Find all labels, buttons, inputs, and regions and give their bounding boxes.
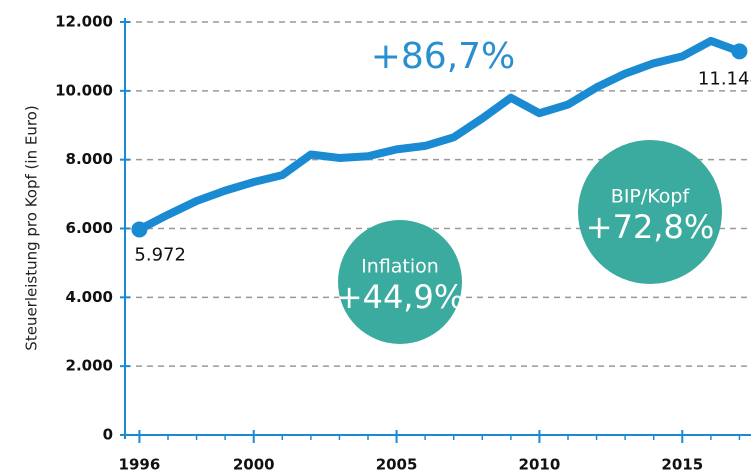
annotation-total: +86,7% xyxy=(371,36,516,77)
y-axis-label: Steuerleistung pro Kopf (in Euro) xyxy=(23,105,41,350)
end-point xyxy=(731,43,748,60)
end-point xyxy=(131,221,148,238)
annotation-bubble xyxy=(578,140,722,284)
annotation-label: Inflation xyxy=(361,256,439,278)
annotation-value: +72,8% xyxy=(586,208,714,246)
data-line xyxy=(135,36,744,234)
annotation-label: BIP/Kopf xyxy=(611,186,691,208)
y-tick-label: 0 xyxy=(103,426,113,444)
annotation-value: +44,9% xyxy=(336,278,464,316)
annotation-bubble xyxy=(338,220,462,344)
y-tick-label: 8.000 xyxy=(66,150,113,168)
data-label: 11.148 xyxy=(698,68,751,89)
data-label: 5.972 xyxy=(134,244,186,265)
x-tick-label: 2000 xyxy=(233,456,275,474)
x-tick-label: 2015 xyxy=(661,456,703,474)
y-tick-label: 4.000 xyxy=(66,288,113,306)
x-tick-label: 2010 xyxy=(519,456,561,474)
y-tick-label: 10.000 xyxy=(55,81,113,99)
y-tick-label: 2.000 xyxy=(66,357,113,375)
y-tick-label: 6.000 xyxy=(66,219,113,237)
x-tick-label: 2005 xyxy=(376,456,418,474)
y-tick-label: 12.000 xyxy=(55,13,113,31)
x-tick-label: 1996 xyxy=(119,456,161,474)
